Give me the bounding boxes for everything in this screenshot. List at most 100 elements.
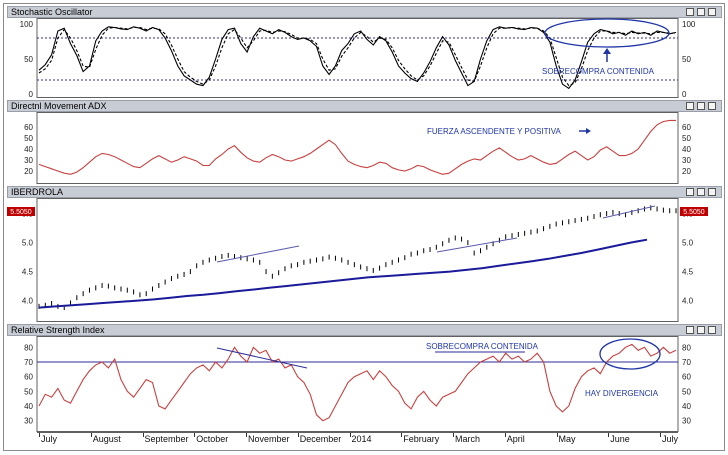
month-label: August bbox=[92, 434, 121, 444]
month-label: June bbox=[610, 434, 630, 444]
rsi-divergence-line bbox=[216, 347, 308, 369]
month-label: July bbox=[662, 434, 679, 444]
stochastic-tick-label-right: 100 bbox=[682, 20, 696, 29]
stochastic-annotation: SOBRECOMPRA CONTENIDA bbox=[542, 67, 655, 76]
month-label: November bbox=[248, 434, 290, 444]
stochastic-tick-label-right: 50 bbox=[682, 55, 691, 64]
plot-area bbox=[36, 18, 679, 98]
rsi-tick-label-right: 60 bbox=[682, 373, 691, 382]
plot-area bbox=[36, 112, 679, 184]
adx-pane-minimize-button[interactable] bbox=[708, 102, 716, 110]
stochastic-pane-maximize-button[interactable] bbox=[697, 8, 705, 16]
month-tick bbox=[349, 433, 351, 437]
rsi-highlight-ellipse bbox=[599, 338, 661, 370]
month-tick bbox=[556, 433, 558, 437]
rsi-pane-maximize-button[interactable] bbox=[697, 326, 705, 334]
rsi-annotation-overbought: SOBRECOMPRA CONTENIDA bbox=[426, 342, 539, 351]
price-tick-label-left: 4.5 bbox=[22, 268, 34, 277]
month-tick bbox=[246, 433, 247, 437]
price-tick-label-right: 4.0 bbox=[682, 297, 694, 306]
stochastic-tick-label-right: 0 bbox=[682, 90, 687, 98]
adx-arrow-head bbox=[586, 128, 591, 134]
rsi-tick-label-right: 40 bbox=[682, 402, 691, 411]
price-trend-line bbox=[216, 245, 300, 263]
month-tick bbox=[39, 433, 40, 437]
stochastic-signal-line bbox=[38, 26, 676, 87]
price-pane-maximize-button[interactable] bbox=[697, 188, 705, 196]
month-tick bbox=[142, 433, 144, 437]
adx-tick-label-left: 50 bbox=[24, 134, 33, 143]
rsi-pane-close-button[interactable] bbox=[686, 326, 694, 334]
price-badge-right bbox=[680, 207, 708, 216]
price-tick-label-left: 5.0 bbox=[22, 239, 34, 248]
rsi-tick-label-left: 70 bbox=[24, 358, 33, 367]
rsi-tick-label-left: 60 bbox=[24, 373, 33, 382]
adx-tick-label-right: 20 bbox=[682, 167, 691, 176]
price-pane-minimize-button[interactable] bbox=[708, 188, 716, 196]
price-tick-label-right: 4.5 bbox=[682, 268, 694, 277]
price-trend-line bbox=[436, 237, 518, 253]
month-label: April bbox=[506, 434, 525, 444]
month-label: March bbox=[455, 434, 481, 444]
rsi-pane-minimize-button[interactable] bbox=[708, 326, 716, 334]
stochastic-pane-close-button[interactable] bbox=[686, 8, 694, 16]
rsi-tick-label-left: 80 bbox=[24, 343, 33, 352]
stochastic-pane-minimize-button[interactable] bbox=[708, 8, 716, 16]
month-tick bbox=[504, 433, 506, 437]
rsi-pane-header[interactable]: Relative Strength Index bbox=[7, 324, 722, 336]
adx-tick-label-right: 60 bbox=[682, 123, 691, 132]
rsi-tick-label-left: 30 bbox=[24, 417, 33, 426]
rsi-chart: 80 80 70 70 60 60 50 50 40 40 30 30 SOBRECOMPRA CONT… bbox=[24, 336, 691, 432]
rsi-line bbox=[38, 343, 677, 422]
stochastic-tick-label-left: 50 bbox=[24, 55, 33, 64]
month-tick bbox=[194, 433, 196, 437]
month-tick bbox=[608, 433, 610, 437]
month-tick bbox=[453, 433, 454, 437]
rsi-annotation-divergence: HAY DIVERGENCIA bbox=[585, 389, 659, 398]
stochastic-pane-header[interactable]: Stochastic Oscillator bbox=[7, 6, 722, 18]
price-pane-header[interactable]: IBERDROLA bbox=[7, 186, 722, 198]
stochastic-arrow-head bbox=[603, 48, 611, 54]
month-label: July bbox=[41, 434, 58, 444]
rsi-tick-label-right: 50 bbox=[682, 387, 691, 396]
rsi-tick-label-left: 40 bbox=[24, 402, 33, 411]
month-label: 2014 bbox=[351, 434, 372, 444]
adx-pane-close-button[interactable] bbox=[686, 102, 694, 110]
adx-tick-label-right: 30 bbox=[682, 156, 691, 165]
rsi-tick-label-right: 30 bbox=[682, 417, 691, 426]
adx-tick-label-left: 30 bbox=[24, 156, 33, 165]
rsi-tick-label-right: 70 bbox=[682, 358, 691, 367]
month-label: October bbox=[196, 434, 229, 444]
month-label: September bbox=[144, 434, 189, 444]
adx-pane-title: Directnl Movement ADX bbox=[11, 101, 107, 111]
adx-pane-maximize-button[interactable] bbox=[697, 102, 705, 110]
stochastic-tick-label-left: 0 bbox=[29, 90, 34, 98]
adx-line bbox=[38, 119, 676, 175]
adx-tick-label-right: 40 bbox=[682, 145, 691, 154]
stochastic-highlight-ellipse bbox=[544, 18, 670, 48]
month-label: February bbox=[403, 434, 440, 444]
price-moving-average bbox=[38, 238, 648, 309]
adx-tick-label-left: 20 bbox=[24, 167, 33, 176]
month-label: May bbox=[558, 434, 576, 444]
price-pane-close-button[interactable] bbox=[686, 188, 694, 196]
price-tick-label-right: 5.0 bbox=[682, 239, 694, 248]
price-badge-left-label: 5.5050 bbox=[10, 209, 32, 216]
adx-annotation: FUERZA ASCENDENTE Y POSITIVA bbox=[427, 127, 561, 136]
month-tick bbox=[90, 433, 92, 437]
stochastic-chart: 100 100 50 50 0 0 SOBRECOMPRA CONTENIDA bbox=[20, 18, 696, 98]
adx-pane-header[interactable]: Directnl Movement ADX bbox=[7, 100, 722, 112]
adx-tick-label-right: 50 bbox=[682, 134, 691, 143]
stochastic-pane-title: Stochastic Oscillator bbox=[11, 7, 93, 17]
x-axis-months: July August September October November Decemb… bbox=[37, 432, 678, 447]
price-tick-label-left: 4.0 bbox=[22, 297, 34, 306]
rsi-tick-label-right: 80 bbox=[682, 343, 691, 352]
rsi-pane-title: Relative Strength Index bbox=[11, 325, 105, 335]
adx-tick-label-left: 40 bbox=[24, 145, 33, 154]
month-tick bbox=[660, 433, 661, 437]
month-tick bbox=[297, 433, 299, 437]
plot-area bbox=[36, 336, 679, 432]
adx-chart: 60 60 50 50 40 40 30 30 20 20 FUERZA ASCENDENTE Y … bbox=[24, 112, 691, 184]
stochastic-k-line bbox=[38, 26, 677, 90]
